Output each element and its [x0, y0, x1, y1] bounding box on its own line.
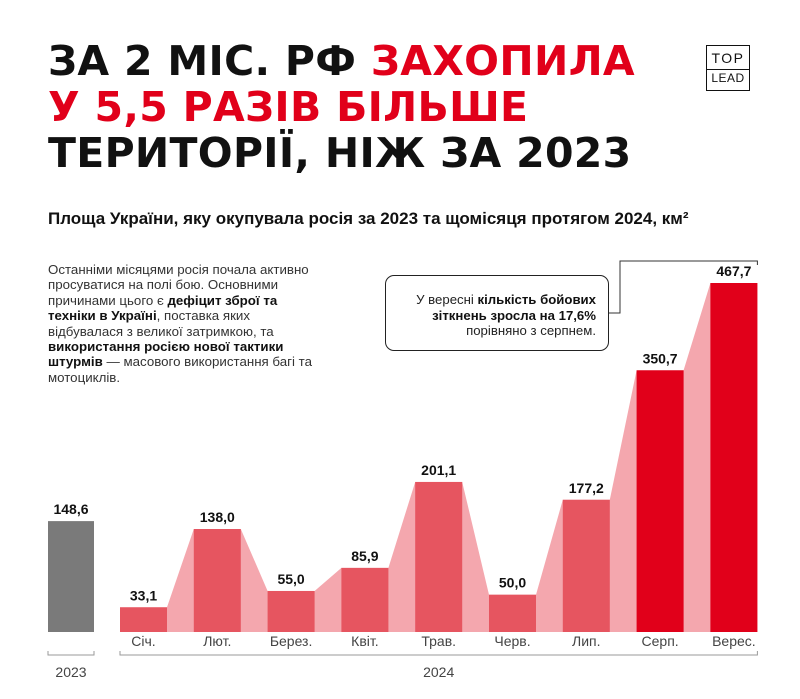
month-label: Серп.	[642, 633, 679, 649]
month-label: Берез.	[270, 633, 313, 649]
logo-top-text: TOP	[711, 50, 745, 66]
bar-2024	[562, 499, 610, 632]
bracket-2024	[119, 651, 758, 656]
value-label-2024: 55,0	[277, 571, 304, 587]
value-label-2023: 148,6	[53, 501, 88, 517]
value-label-2024: 50,0	[499, 575, 526, 591]
month-label: Верес.	[712, 633, 756, 649]
value-label-2024: 177,2	[569, 480, 604, 496]
chart-subtitle: Площа України, яку окупувала росія за 20…	[48, 209, 689, 228]
logo-bottom-text: LEAD	[711, 71, 745, 85]
value-label-2024: 138,0	[200, 509, 235, 525]
value-label-2024: 467,7	[716, 263, 751, 279]
bar-2024	[636, 370, 684, 632]
group-label-2024: 2024	[423, 664, 454, 680]
top-lead-logo: TOP LEAD	[706, 45, 750, 91]
value-label-2024: 201,1	[421, 462, 456, 478]
value-label-2024: 350,7	[643, 350, 678, 366]
intro-text-2: , поставка яких відбувалася з великої за…	[48, 308, 274, 339]
callout-text-1: У вересні	[416, 292, 478, 307]
intro-text-1: Останніми місяцями росія почала активно …	[48, 262, 309, 308]
month-label: Лют.	[203, 633, 231, 649]
bar-2024	[193, 529, 241, 632]
intro-text-3: — масового використання багі та мотоцикл…	[48, 354, 312, 385]
headline-line1-black: ЗА 2 МІС. РФ	[48, 37, 371, 85]
bracket-2023	[47, 651, 95, 656]
bar-2024	[710, 283, 758, 632]
month-label: Квіт.	[351, 633, 378, 649]
value-label-2024: 33,1	[130, 587, 157, 603]
headline-line1-red: ЗАХОПИЛА	[370, 37, 635, 85]
bar-2024	[267, 590, 315, 632]
september-callout: У вересні кількість бойових зіткнень зро…	[385, 275, 609, 351]
intro-paragraph: Останніми місяцями росія почала активно …	[48, 262, 320, 385]
annotation-connector	[609, 260, 758, 314]
value-label-2024: 85,9	[351, 548, 378, 564]
bar-2024	[489, 594, 536, 632]
callout-bold: кількість бойових зіткнень зросла на 17,…	[432, 292, 596, 323]
headline-line3-black: ТЕРИТОРІЇ, НІЖ ЗА 2023	[48, 129, 632, 177]
month-label: Лип.	[572, 633, 600, 649]
headline: ЗА 2 МІС. РФ ЗАХОПИЛА У 5,5 РАЗІВ БІЛЬШЕ…	[48, 38, 635, 176]
bar-2023	[48, 521, 94, 632]
intro-bold-1: дефіцит зброї та техніки в Україні	[48, 292, 278, 324]
month-label: Трав.	[421, 633, 456, 649]
callout-text-2: порівняно з серпнем.	[466, 323, 596, 338]
bar-2024	[415, 481, 463, 632]
month-label: Січ.	[131, 633, 155, 649]
logo-divider	[707, 69, 749, 70]
intro-bold-2: використання росією нової тактики штурмі…	[48, 339, 284, 370]
month-label: Черв.	[494, 633, 530, 649]
headline-line2-red: У 5,5 РАЗІВ БІЛЬШЕ	[48, 83, 529, 131]
bar-2024	[120, 607, 167, 632]
group-label-2023: 2023	[55, 664, 86, 680]
bar-2024	[341, 567, 389, 632]
